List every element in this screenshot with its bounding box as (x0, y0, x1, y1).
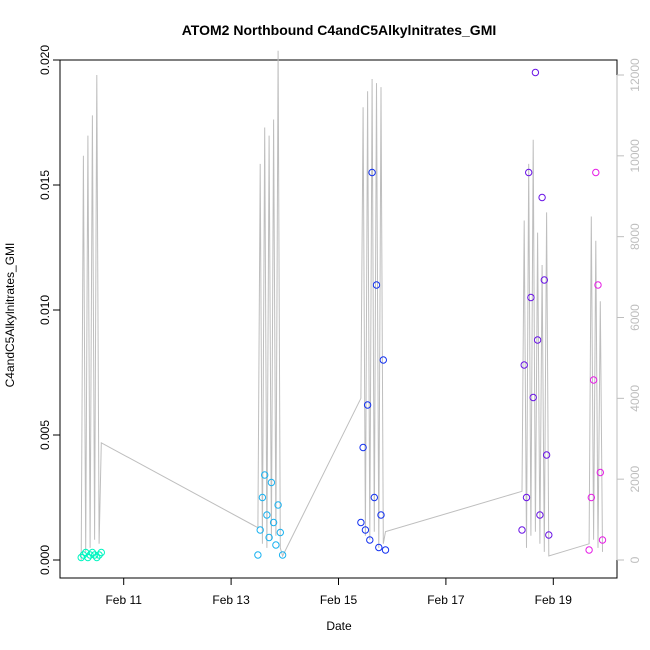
data-point (254, 551, 262, 559)
y2-tick-label: 8000 (628, 223, 642, 250)
data-point (256, 526, 264, 534)
chart-title: ATOM2 Northbound C4andC5Alkylnitrates_GM… (182, 22, 497, 38)
data-point (370, 493, 378, 502)
data-point (261, 471, 269, 479)
y2-tick-label: 10000 (628, 139, 642, 173)
data-point (359, 443, 367, 452)
data-point (585, 546, 593, 554)
data-point (86, 551, 94, 559)
data-point (258, 493, 267, 502)
data-point (274, 501, 282, 509)
data-point (263, 511, 271, 519)
y-axis-label: C4andC5Alkylnitrates_GMI (3, 243, 17, 388)
data-point (375, 543, 383, 552)
data-point (598, 536, 607, 544)
data-point (596, 468, 604, 477)
data-point (545, 531, 553, 539)
x-tick-label: Feb 19 (535, 593, 573, 607)
y2-tick-label: 6000 (628, 304, 642, 331)
altitude-line (80, 50, 603, 561)
data-point (520, 361, 528, 369)
data-point (272, 541, 280, 549)
data-point (93, 553, 101, 562)
y-tick-label: 0.015 (38, 170, 52, 200)
data-point (594, 281, 602, 289)
data-point (381, 546, 390, 554)
y-tick-label: 0.000 (38, 545, 52, 575)
data-point (518, 526, 526, 534)
data-point (536, 511, 544, 519)
data-point (97, 548, 106, 557)
data-point (269, 518, 278, 527)
x-tick-label: Feb 15 (320, 593, 358, 607)
data-point (377, 511, 385, 519)
y2-tick-label: 2000 (628, 465, 642, 492)
data-point (522, 493, 531, 502)
x-tick-label: Feb 11 (105, 593, 142, 607)
data-point (592, 168, 600, 177)
data-point (587, 493, 595, 502)
data-point (531, 68, 540, 77)
y2-tick-label: 12000 (628, 58, 642, 92)
data-point (542, 451, 551, 459)
data-point (357, 518, 365, 527)
data-point (90, 551, 99, 559)
data-point (372, 281, 381, 289)
data-point (533, 336, 542, 344)
data-point (366, 536, 374, 544)
data-point (368, 168, 376, 177)
y2-tick-label: 0 (628, 556, 642, 563)
data-point (88, 548, 97, 557)
axis-ticks: Feb 11 Feb 13 Feb 15 Feb 17 Feb 19 0.000 0.005… (38, 45, 642, 607)
data-point (84, 553, 92, 562)
data-point (589, 376, 598, 384)
data-points (77, 68, 607, 562)
data-point (95, 551, 103, 559)
x-tick-label: Feb 17 (427, 593, 465, 607)
data-point (379, 356, 387, 364)
data-point (525, 168, 533, 177)
y-tick-label: 0.005 (38, 420, 52, 450)
data-point (278, 551, 287, 559)
plot-frame (59, 59, 618, 579)
data-point (267, 478, 276, 487)
y-tick-label: 0.010 (38, 295, 52, 325)
y-tick-label: 0.020 (38, 45, 52, 75)
y2-tick-label: 4000 (628, 385, 642, 412)
x-tick-label: Feb 13 (212, 593, 250, 607)
data-point (361, 526, 370, 534)
data-point (265, 533, 273, 542)
data-point (540, 276, 548, 284)
data-point (363, 401, 372, 409)
x-axis-label: Date (326, 619, 352, 633)
data-point (276, 528, 284, 537)
altitude-traces (80, 50, 603, 561)
data-point (527, 293, 535, 302)
data-point (529, 393, 537, 402)
data-point (538, 193, 546, 202)
